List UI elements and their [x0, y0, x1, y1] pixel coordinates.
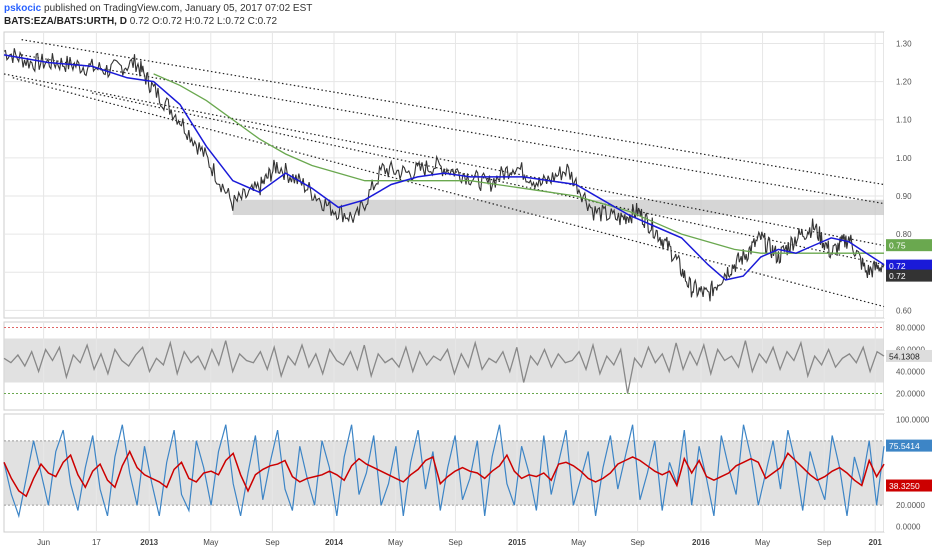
trend-channel-line: [21, 54, 885, 205]
chart-header: pskocic published on TradingView.com, Ja…: [4, 2, 904, 30]
price-tick-label: 1.00: [896, 154, 912, 163]
rsi-last-value-bg: [886, 349, 932, 362]
price-tick-label: 1.20: [896, 78, 912, 87]
trend-channel-line: [21, 39, 885, 186]
last-value-label-bg: [886, 259, 932, 272]
price-tick-label: 0.80: [896, 230, 912, 239]
last-value-label: 0.75: [889, 241, 906, 251]
x-tick-label: May: [755, 538, 770, 547]
stoch-axis-bg: [884, 414, 932, 532]
x-tick-label: May: [203, 538, 218, 547]
stoch-d-last-value: 38.3250: [889, 481, 920, 491]
x-tick-label: Sep: [817, 538, 832, 547]
x-tick-label: 2016: [692, 538, 710, 547]
last-value-label: 0.72: [889, 271, 906, 281]
author-link[interactable]: pskocic: [4, 3, 42, 14]
fast-moving-average: [3, 54, 885, 281]
x-tick-label: 2014: [325, 538, 343, 547]
symbol-line: BATS:EZA/BATS:URTH, D 0.72 O:0.72 H:0.72…: [4, 15, 904, 28]
x-tick-label: Sep: [630, 538, 645, 547]
x-tick-label: Jun: [37, 538, 50, 547]
trend-channel-line: [91, 92, 885, 266]
stoch-tick-label: 100.0000: [896, 415, 930, 424]
stoch-k-last-value: 75.5414: [889, 441, 920, 451]
last-value-label: 0.72: [889, 261, 906, 271]
time-axis[interactable]: Jun 17 2013 May Sep 2014 May Sep 2015 May Sep 2016 M…: [37, 538, 882, 547]
price-tick-label: 0.90: [896, 192, 912, 201]
publish-text: published on TradingView.com, January 05…: [44, 3, 313, 14]
stoch-band: [4, 440, 884, 506]
price-tick-label: 1.30: [896, 39, 912, 48]
publish-line: pskocic published on TradingView.com, Ja…: [4, 2, 904, 15]
rsi-tick-label: 20.0000: [896, 390, 925, 399]
x-tick-label: 2015: [508, 538, 526, 547]
support-zone: [232, 199, 885, 216]
x-tick-label: Sep: [265, 538, 280, 547]
rsi-last-value: 54.1308: [889, 351, 920, 361]
x-tick-label: May: [571, 538, 586, 547]
last-value-label-bg: [886, 239, 932, 252]
price-frame: [3, 31, 885, 319]
x-tick-label: 201: [869, 538, 883, 547]
trend-channel-line: [3, 73, 885, 247]
x-tick-label: 2013: [140, 538, 158, 547]
price-tick-label: 1.10: [896, 116, 912, 125]
price-panel[interactable]: 1.301.201.101.000.900.800.700.600.750.72…: [3, 31, 932, 319]
rsi-band: [4, 338, 884, 383]
stoch-k-last-value-bg: [886, 439, 932, 452]
ohlc-values: 0.72 O:0.72 H:0.72 L:0.72 C:0.72: [129, 16, 278, 27]
symbol-label: BATS:EZA/BATS:URTH, D: [4, 16, 127, 27]
price-series: [3, 48, 885, 302]
x-tick-label: May: [388, 538, 403, 547]
last-value-label-bg: [886, 269, 932, 282]
stoch-d-last-value-bg: [886, 479, 932, 492]
rsi-series: [3, 340, 885, 394]
rsi-tick-label: 80.0000: [896, 324, 925, 333]
rsi-axis-bg: [884, 322, 932, 410]
stoch-tick-label: 0.0000: [896, 523, 921, 532]
stoch-d-series: [3, 449, 885, 498]
price-tick-label: 0.60: [896, 306, 912, 315]
stoch-tick-label: 20.0000: [896, 501, 925, 510]
x-tick-label: 17: [92, 538, 101, 547]
rsi-tick-label: 40.0000: [896, 368, 925, 377]
x-tick-label: Sep: [448, 538, 463, 547]
stochastic-panel[interactable]: 100.0000 75.5414 38.3250 20.0000 0.0000: [3, 413, 932, 533]
